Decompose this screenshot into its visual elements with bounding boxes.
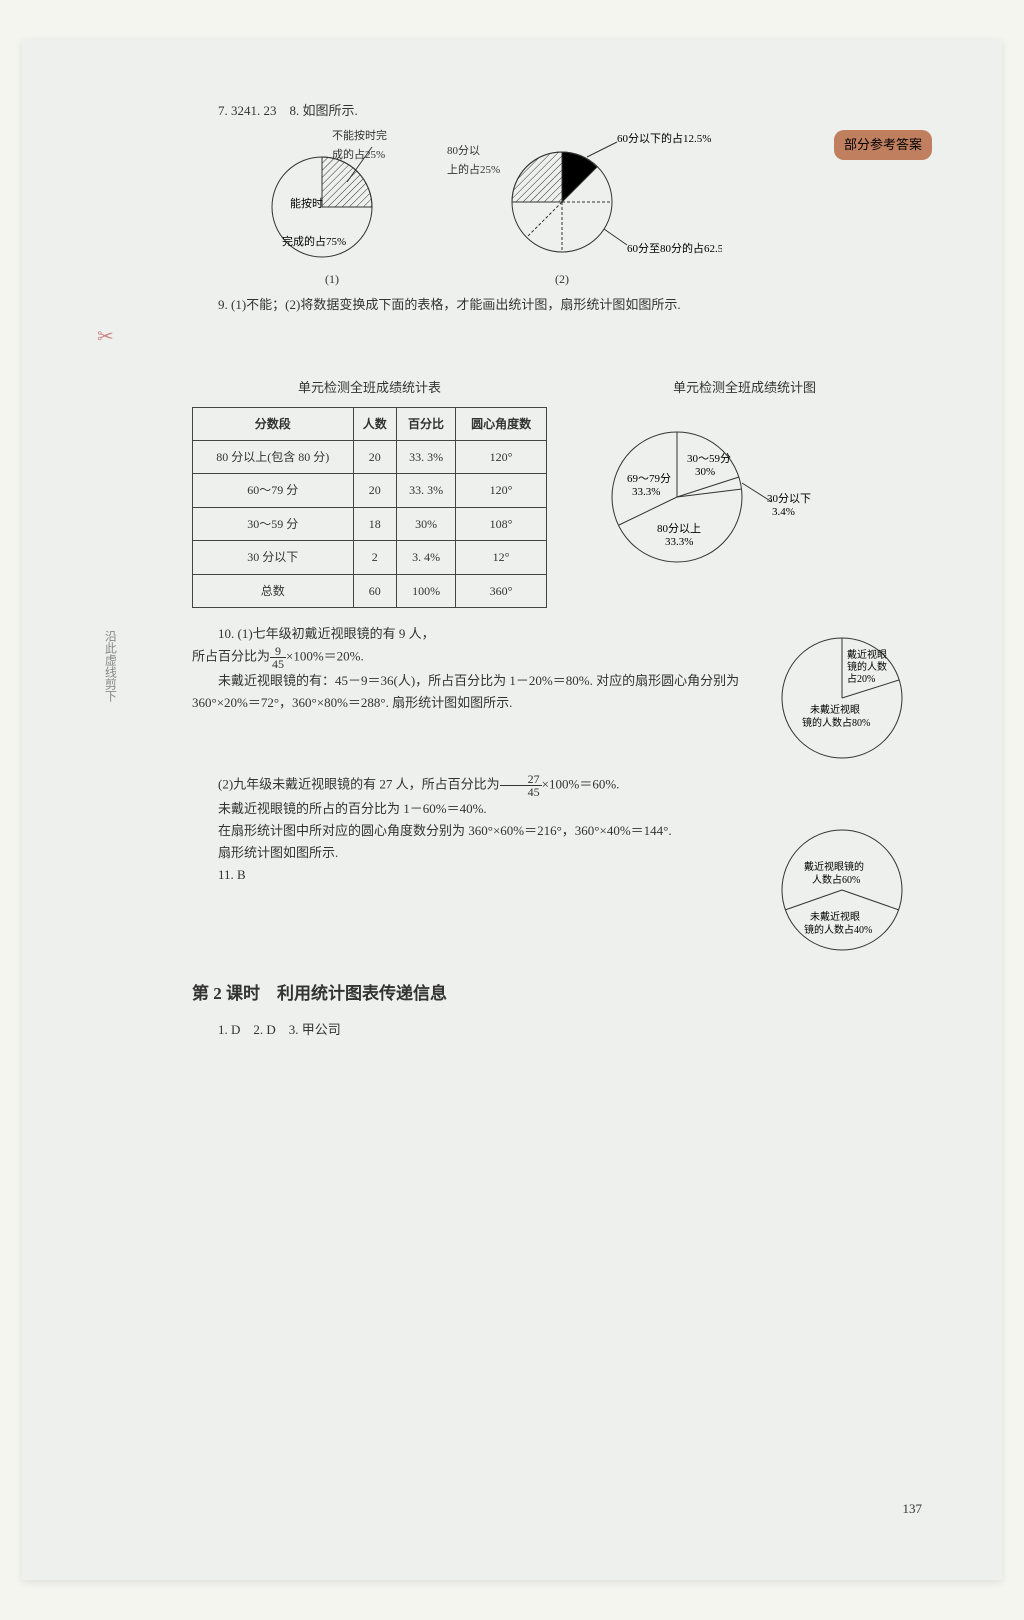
stat-row: 单元检测全班成绩统计表 分数段 人数 百分比 圆心角度数 80 分以上(包含 8… xyxy=(192,377,922,608)
svg-text:镜的人数: 镜的人数 xyxy=(847,660,887,673)
q10-p2: 所占百分比为945×100%＝20%. xyxy=(192,645,747,670)
scissors-icon: ✂ xyxy=(97,320,114,354)
pie-1: 能按时 完成的占75% 不能按时完成的占25% (1) xyxy=(252,127,412,289)
table-row: 总数60100%360° xyxy=(193,574,547,607)
page: 部分参考答案 ✂ 沿此虚线剪下 7. 3241. 23 8. 如图所示. 能按时… xyxy=(22,40,1002,1580)
svg-text:占20%: 占20% xyxy=(847,672,875,685)
score-table: 分数段 人数 百分比 圆心角度数 80 分以上(包含 80 分)2033. 3%… xyxy=(192,407,547,608)
page-number: 137 xyxy=(903,1498,923,1520)
svg-text:30分以下: 30分以下 xyxy=(767,492,811,505)
q10b-text: 在扇形统计图中所对应的圆心角度数分别为 360°×60%＝216°，360°×4… xyxy=(192,820,747,886)
q10-p8: 11. B xyxy=(192,864,747,886)
q7: 7. 3241. 23 8. 如图所示. xyxy=(192,100,922,122)
q10-p5: 未戴近视眼镜的所占的百分比为 1－60%＝40%. xyxy=(192,798,922,820)
q10-row: 10. (1)七年级初戴近视眼镜的有 9 人， 所占百分比为945×100%＝2… xyxy=(192,623,922,773)
pie2-l3: 60分以下的占12.5% xyxy=(617,131,711,145)
svg-text:30～59分: 30～59分 xyxy=(687,452,731,465)
pie1-label-top: 不能按时完成的占25% xyxy=(332,127,387,164)
q10b-row: 在扇形统计图中所对应的圆心角度数分别为 360°×60%＝216°，360°×4… xyxy=(192,820,922,960)
svg-text:戴近视眼: 戴近视眼 xyxy=(847,648,887,661)
pie1-label-ontime: 能按时 xyxy=(290,196,323,210)
svg-text:未戴近视眼: 未戴近视眼 xyxy=(810,703,860,716)
svg-text:镜的人数占40%: 镜的人数占40% xyxy=(804,923,872,936)
table-title: 单元检测全班成绩统计表 xyxy=(192,377,547,399)
svg-text:30%: 30% xyxy=(695,466,715,478)
q10-p7: 扇形统计图如图所示. xyxy=(192,842,747,864)
q10-p4: (2)九年级未戴近视眼镜的有 27 人，所占百分比为2745×100%＝60%. xyxy=(192,773,922,798)
pie-2: 60分以下的占12.5% 60分至80分的占62.5% 80分以上的占25% (… xyxy=(442,127,722,289)
pie1-label-complete: 完成的占75% xyxy=(282,234,346,248)
q10-p3: 未戴近视眼镜的有：45－9＝36(人)，所占百分比为 1－20%＝80%. 对应… xyxy=(192,670,747,714)
pie4-chart: 戴近视眼 镜的人数 占20% 未戴近视眼 镜的人数占80% xyxy=(762,623,922,773)
table-row: 80 分以上(包含 80 分)2033. 3%120° xyxy=(193,441,547,474)
cut-line-text: 沿此虚线剪下 xyxy=(100,630,120,702)
svg-text:戴近视眼镜的: 戴近视眼镜的 xyxy=(804,860,864,873)
table-col: 单元检测全班成绩统计表 分数段 人数 百分比 圆心角度数 80 分以上(包含 8… xyxy=(192,377,547,608)
pie2-label-80: 80分以上的占25% xyxy=(447,142,500,179)
fraction: 2745 xyxy=(500,773,542,798)
svg-text:镜的人数占80%: 镜的人数占80% xyxy=(802,716,870,729)
svg-text:3.4%: 3.4% xyxy=(772,506,795,518)
pie2-l4: 60分至80分的占62.5% xyxy=(627,241,722,255)
pie3-col: 单元检测全班成绩统计图 69～79分 33.3% 30～59分 30% 30分以… xyxy=(567,377,922,608)
pie3-chart: 69～79分 33.3% 30～59分 30% 30分以下 3.4% 80分以上… xyxy=(567,407,827,587)
pies-row-1: 能按时 完成的占75% 不能按时完成的占25% (1) xyxy=(252,127,922,289)
svg-text:33.3%: 33.3% xyxy=(632,486,660,498)
table-header-row: 分数段 人数 百分比 圆心角度数 xyxy=(193,407,547,440)
q10-p1: 10. (1)七年级初戴近视眼镜的有 9 人， xyxy=(192,623,747,645)
answers: 1. D 2. D 3. 甲公司 xyxy=(192,1019,922,1041)
q10-text: 10. (1)七年级初戴近视眼镜的有 9 人， 所占百分比为945×100%＝2… xyxy=(192,623,747,714)
table-row: 30～59 分1830%108° xyxy=(193,507,547,540)
q10-p6: 在扇形统计图中所对应的圆心角度数分别为 360°×60%＝216°，360°×4… xyxy=(192,820,747,842)
pie1-num: (1) xyxy=(252,269,412,289)
svg-text:69～79分: 69～79分 xyxy=(627,472,671,485)
pie5-chart: 戴近视眼镜的 人数占60% 未戴近视眼 镜的人数占40% xyxy=(762,820,922,960)
fraction: 945 xyxy=(270,645,286,670)
section-title: 第 2 课时 利用统计图表传递信息 xyxy=(192,980,922,1009)
content: 7. 3241. 23 8. 如图所示. 能按时 完成的占75% 不能按时完成的… xyxy=(192,100,922,1041)
svg-text:33.3%: 33.3% xyxy=(665,536,693,548)
table-row: 60～79 分2033. 3%120° xyxy=(193,474,547,507)
pie2-num: (2) xyxy=(402,269,722,289)
svg-text:人数占60%: 人数占60% xyxy=(812,873,860,886)
q9: 9. (1)不能；(2)将数据变换成下面的表格，才能画出统计图，扇形统计图如图所… xyxy=(192,294,922,316)
header-tag: 部分参考答案 xyxy=(834,130,932,160)
table-row: 30 分以下23. 4%12° xyxy=(193,541,547,574)
svg-text:80分以上: 80分以上 xyxy=(657,522,701,535)
svg-text:未戴近视眼: 未戴近视眼 xyxy=(810,910,860,923)
pie3-title: 单元检测全班成绩统计图 xyxy=(567,377,922,399)
